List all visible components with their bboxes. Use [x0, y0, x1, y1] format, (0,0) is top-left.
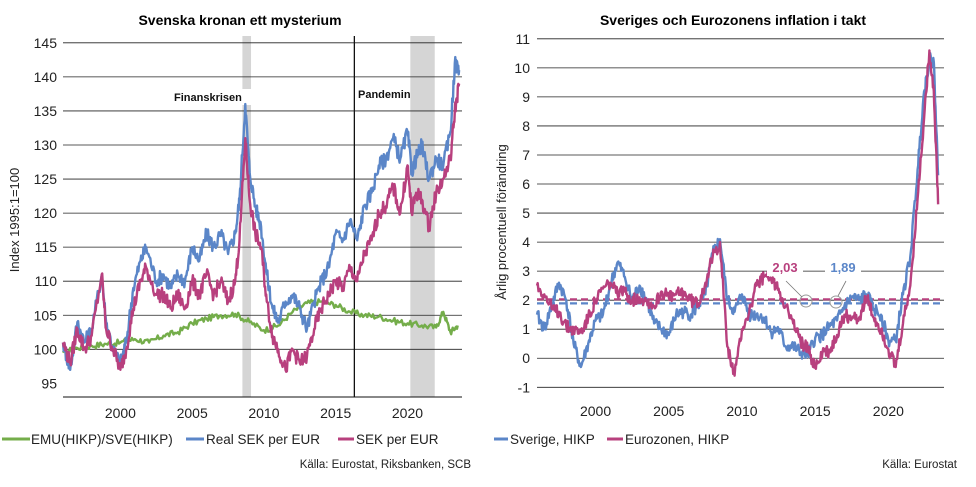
- legend-label-emu: EMU(HIKP)/SVE(HIKP): [31, 432, 173, 447]
- x-tick-label: 2015: [800, 403, 831, 419]
- y-tick-label: 9: [522, 89, 530, 105]
- right-y-axis-label: Årlig procentuell förändring: [494, 144, 509, 299]
- ref-marker-eurozone: [799, 294, 813, 308]
- legend-label-sverige: Sverige, HIKP: [510, 432, 595, 447]
- y-tick-label: 2: [522, 292, 530, 308]
- left-y-tick-labels: 145 140 135 130 125 120 115 110 105 100 95: [34, 35, 58, 392]
- y-tick-label: 10: [514, 60, 530, 76]
- y-tick-label: 130: [34, 137, 58, 153]
- left-y-axis-label: Index 1995:1=100: [7, 168, 22, 272]
- left-annotation-finanskrisen: Finanskrisen: [174, 92, 242, 104]
- y-tick-label: 3: [522, 263, 530, 279]
- left-source: Källa: Eurostat, Riksbanken, SCB: [300, 459, 472, 471]
- y-tick-label: 120: [34, 205, 58, 221]
- y-tick-label: 95: [41, 375, 57, 391]
- right-source: Källa: Eurostat: [882, 459, 958, 471]
- x-tick-label: 2000: [580, 403, 611, 419]
- x-tick-label: 2005: [653, 403, 684, 419]
- right-chart-title: Sveriges och Eurozonens inflation i takt: [600, 12, 866, 28]
- y-tick-label: 140: [34, 69, 58, 85]
- y-tick-label: 115: [35, 239, 58, 255]
- left-chart-title: Svenska kronan ett mysterium: [138, 12, 341, 28]
- series-line-0: [535, 52, 940, 369]
- series-line-1: [535, 49, 940, 377]
- left-x-tick-labels: 2000 2005 2010 2015 2020: [105, 405, 423, 421]
- ref-marker-sweden: [829, 295, 843, 309]
- left-annotation-pandemin: Pandemin: [358, 89, 411, 101]
- x-tick-label: 2000: [105, 405, 136, 421]
- callout-bg-sweden: [825, 259, 861, 276]
- series-line-2: [61, 82, 461, 373]
- y-tick-label: 145: [34, 35, 58, 51]
- y-tick-label: 4: [522, 234, 530, 250]
- y-tick-label: 6: [522, 176, 530, 192]
- y-tick-label: -1: [518, 379, 531, 395]
- y-tick-label: 7: [522, 147, 530, 163]
- y-tick-label: 11: [515, 31, 530, 47]
- callout-line-sweden: [837, 280, 847, 297]
- x-tick-label: 2015: [320, 405, 351, 421]
- legend-label-eurozonen: Eurozonen, HIKP: [625, 432, 729, 447]
- y-tick-label: 8: [522, 118, 530, 134]
- y-tick-label: 135: [34, 103, 58, 119]
- legend-label-real-sek: Real SEK per EUR: [206, 432, 320, 447]
- left-legend: EMU(HIKP)/SVE(HIKP) Real SEK per EUR SEK…: [2, 432, 439, 447]
- legend-label-sek: SEK per EUR: [356, 432, 439, 447]
- y-tick-label: 125: [34, 171, 58, 187]
- callout-bg-eurozone: [767, 259, 803, 276]
- x-tick-label: 2010: [726, 403, 757, 419]
- series-line-1: [61, 55, 461, 371]
- annotation-se-average: 1,89: [830, 260, 855, 275]
- right-x-tick-labels: 2000 2005 2010 2015 2020: [580, 403, 904, 419]
- x-tick-label: 2020: [392, 405, 423, 421]
- y-tick-label: 5: [522, 205, 530, 221]
- y-tick-label: 0: [522, 350, 530, 366]
- series-line-0: [61, 298, 459, 356]
- y-tick-label: 100: [34, 341, 58, 357]
- left-finanskrisen-label-bg: [170, 89, 254, 105]
- annotation-ez-average: 2,03: [772, 260, 797, 275]
- x-tick-label: 2020: [873, 403, 904, 419]
- right-legend: Sverige, HIKP Eurozonen, HIKP: [494, 432, 729, 447]
- y-tick-label: 105: [34, 307, 58, 323]
- right-gridlines: [537, 38, 944, 388]
- y-tick-label: 1: [522, 321, 530, 337]
- left-shaded-periods: [242, 36, 435, 397]
- y-tick-label: 110: [35, 273, 58, 289]
- callout-line-eurozone: [785, 280, 803, 298]
- x-tick-label: 2005: [177, 405, 208, 421]
- shaded-period-0: [242, 36, 252, 397]
- left-chart: Svenska kronan ett mysterium Finanskrise…: [2, 12, 471, 471]
- left-series-lines: [61, 55, 461, 373]
- x-tick-label: 2010: [248, 405, 279, 421]
- right-series-lines: [535, 49, 940, 377]
- right-chart: Sveriges och Eurozonens inflation i takt…: [494, 12, 958, 471]
